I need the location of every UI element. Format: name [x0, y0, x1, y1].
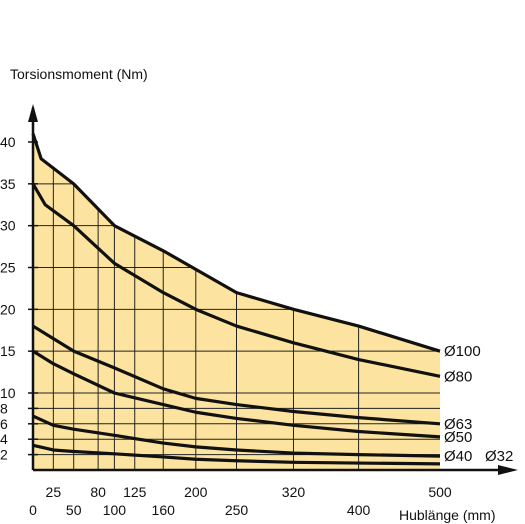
series-label: Ø50 [444, 429, 472, 446]
x-tick-label: 160 [152, 502, 176, 518]
y-tick-label: 4 [0, 431, 8, 447]
y-tick-label: 40 [0, 134, 16, 150]
y-tick-label: 10 [0, 385, 16, 401]
x-tick-label: 125 [123, 484, 147, 500]
y-tick-label: 2 [0, 447, 8, 463]
y-tick-label: 8 [0, 400, 8, 416]
axes [28, 104, 518, 475]
series-lines [31, 133, 441, 466]
series-label: Ø100 [444, 343, 481, 360]
x-tick-label: 25 [46, 484, 62, 500]
x-axis-arrow [498, 465, 518, 475]
x-tick-label: 200 [184, 484, 208, 500]
y-tick-label: 6 [0, 416, 8, 432]
x-tick-label: 250 [225, 502, 249, 518]
y-tick-label: 25 [0, 260, 16, 276]
series-line [32, 414, 441, 458]
x-axis-label: Hublänge (mm) [399, 507, 495, 523]
x-tick-label: 400 [347, 502, 371, 518]
series-line [32, 349, 441, 439]
x-tick-label: 80 [90, 484, 106, 500]
x-tick-label: 320 [282, 484, 306, 500]
series-line [31, 183, 441, 378]
y-tick-label: 35 [0, 176, 16, 192]
x-tick-label: 50 [66, 502, 82, 518]
series-line [32, 443, 441, 466]
y-tick-label: 30 [0, 218, 16, 234]
series-label: Ø32 [485, 448, 513, 465]
x-tick-label: 100 [103, 502, 127, 518]
series-line [31, 133, 441, 353]
y-axis-arrow [28, 104, 38, 122]
y-axis-label: Torsionsmoment (Nm) [10, 66, 148, 82]
series-line [32, 324, 441, 426]
series-label: Ø80 [444, 368, 472, 385]
series-label: Ø63 [444, 416, 472, 433]
x-tick-label: 500 [428, 484, 452, 500]
series-label: Ø40 [444, 448, 472, 465]
y-tick-label: 20 [0, 301, 16, 317]
x-tick-label: 0 [29, 502, 37, 518]
y-tick-label: 15 [0, 343, 16, 359]
